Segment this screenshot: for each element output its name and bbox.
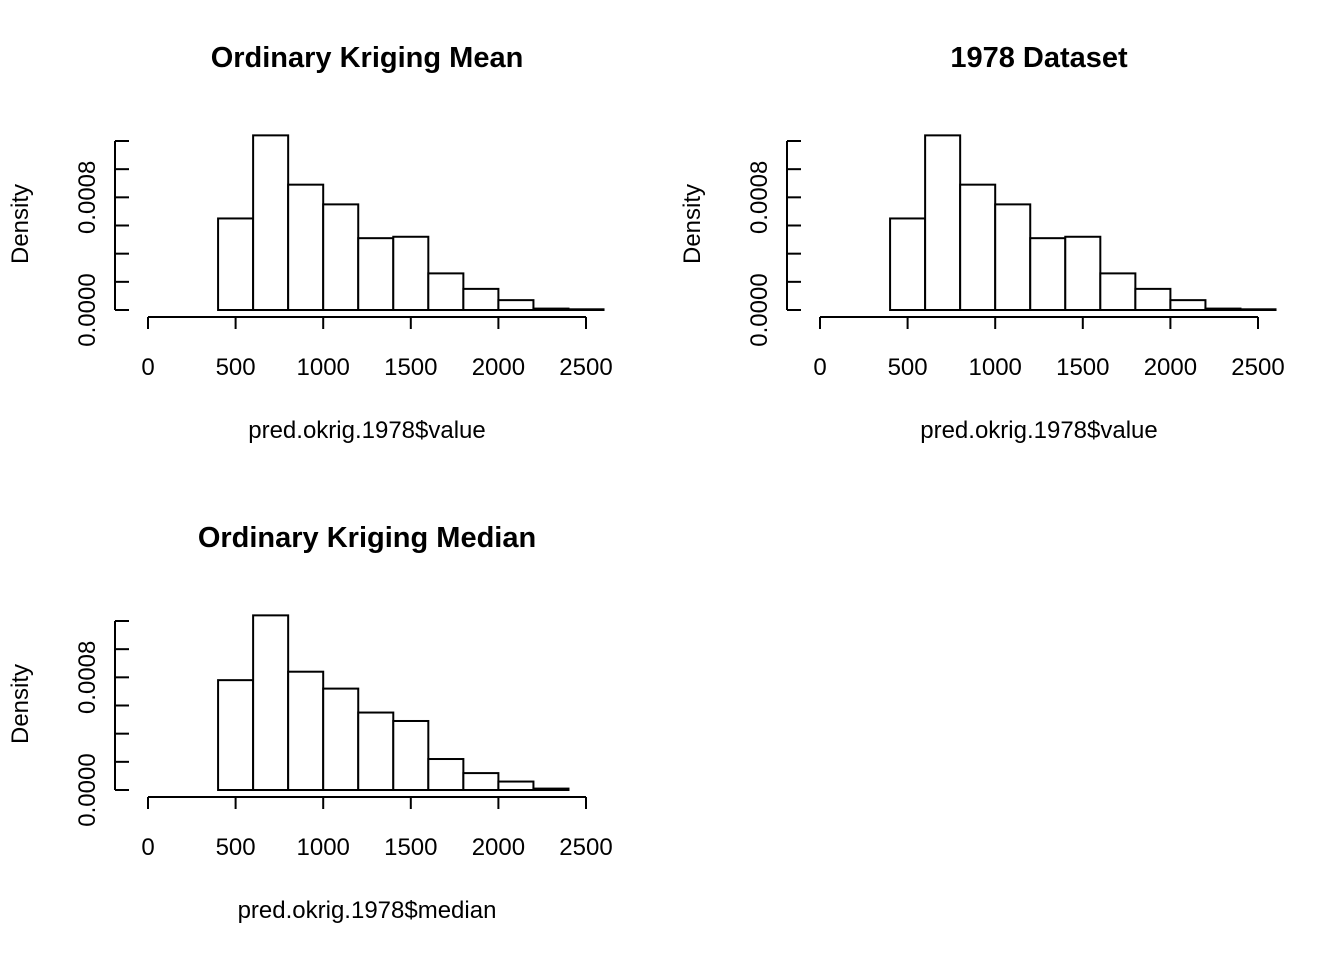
histogram-bar [322, 203, 360, 311]
histogram-bar [889, 217, 927, 311]
x-tick-label: 1000 [969, 354, 1022, 381]
histogram-bar [1099, 272, 1137, 311]
x-tick-label: 1500 [1056, 354, 1109, 381]
x-tick-label: 2000 [1144, 354, 1197, 381]
y-axis-label: Density [7, 184, 34, 264]
x-tick-label: 500 [216, 354, 256, 381]
y-tick-label: 0.0000 [74, 753, 101, 826]
x-tick-label: 1000 [297, 834, 350, 861]
histogram-bar [959, 183, 997, 312]
y-tick-label: 0.0008 [74, 641, 101, 714]
chart-title: 1978 Dataset [950, 42, 1128, 74]
panel-okrig-median: Ordinary Kriging Median 0 500 1000 1500 2000 2… [7, 522, 613, 924]
y-tick-label: 0.0000 [74, 273, 101, 346]
chart-title: Ordinary Kriging Median [198, 522, 536, 554]
histogram-bar [924, 134, 962, 311]
x-tick-label: 2000 [472, 834, 525, 861]
x-tick-label: 0 [141, 354, 154, 381]
x-tick-label: 1500 [384, 834, 437, 861]
histogram-bar [217, 679, 255, 792]
histogram-bar [392, 719, 430, 791]
histogram-bar [427, 758, 465, 791]
histogram-bar [357, 711, 395, 792]
x-axis-label: pred.okrig.1978$value [248, 417, 486, 444]
x-tick-label: 0 [813, 354, 826, 381]
panel-okrig-mean: Ordinary Kriging Mean 0 500 1000 1500 2000 250… [7, 42, 613, 444]
histogram-bar [532, 307, 570, 312]
x-tick-label: 500 [216, 834, 256, 861]
histogram-bar [1239, 308, 1277, 312]
histogram-bar [462, 772, 500, 791]
histogram-bar [567, 308, 605, 312]
histogram-bar [497, 299, 535, 311]
y-axis-label: Density [7, 664, 34, 744]
x-axis-label: pred.okrig.1978$value [920, 417, 1158, 444]
y-axis-label: Density [679, 184, 706, 264]
histogram-bar [497, 780, 535, 791]
chart-title: Ordinary Kriging Mean [211, 42, 524, 74]
histogram-bar [994, 203, 1032, 311]
x-tick-label: 1000 [297, 354, 350, 381]
y-tick-label: 0.0008 [746, 161, 773, 234]
x-tick-label: 2500 [559, 354, 612, 381]
histogram-bar [322, 687, 360, 791]
histogram-bar [287, 183, 325, 312]
histogram-bar [392, 235, 430, 311]
x-tick-label: 2500 [1231, 354, 1284, 381]
histogram-bar [1134, 287, 1172, 311]
x-tick-label: 1500 [384, 354, 437, 381]
histogram-bar [462, 287, 500, 311]
y-tick-label: 0.0000 [746, 273, 773, 346]
y-tick-label: 0.0008 [74, 161, 101, 234]
x-tick-label: 0 [141, 834, 154, 861]
histogram-bar [1029, 237, 1067, 311]
x-tick-label: 2000 [472, 354, 525, 381]
histogram-bar [1204, 307, 1242, 312]
x-axis-label: pred.okrig.1978$median [238, 897, 497, 924]
histogram-bar [1064, 235, 1102, 311]
histogram-bar [427, 272, 465, 311]
histogram-bar [287, 670, 325, 792]
histogram-bar [252, 614, 290, 791]
histogram-bar [217, 217, 255, 311]
panel-1978-dataset: 1978 Dataset 0 500 1000 1500 2000 2500 0.0000 0.… [679, 42, 1285, 444]
histogram-bar [532, 787, 570, 792]
histogram-bar [357, 237, 395, 311]
x-tick-label: 2500 [559, 834, 612, 861]
histogram-bar [252, 134, 290, 311]
x-tick-label: 500 [888, 354, 928, 381]
histogram-bar [1169, 299, 1207, 311]
